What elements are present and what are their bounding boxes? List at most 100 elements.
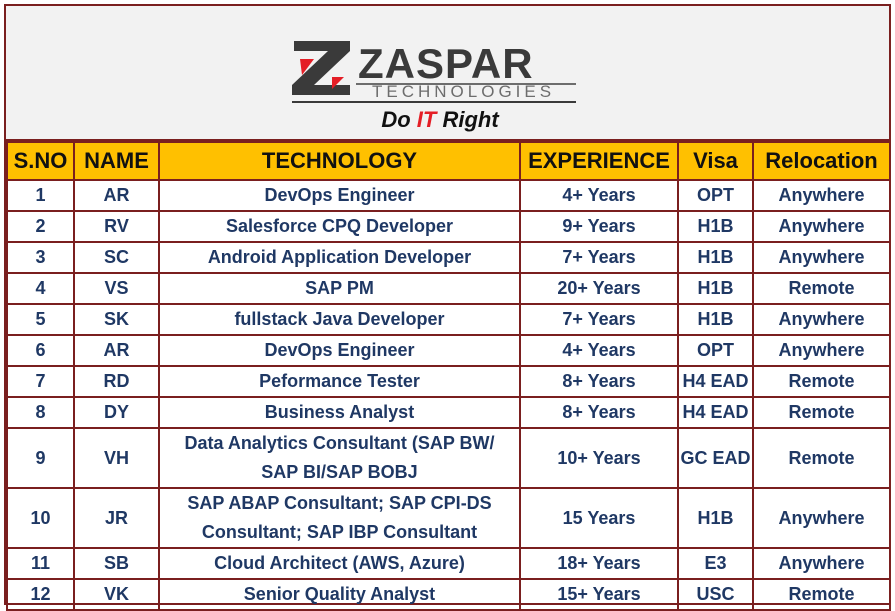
table-row: 10 JR SAP ABAP Consultant; SAP CPI-DS Consu… (6, 487, 891, 549)
technology-line: fullstack Java Developer (234, 309, 445, 329)
cell-relocation: Remote (752, 427, 891, 489)
brand-subtitle: TECHNOLOGIES (372, 82, 555, 101)
cell-visa: OPT (677, 179, 754, 212)
cell-technology: Business Analyst (158, 396, 521, 429)
cell-name: AR (73, 179, 160, 212)
table-row: 6 AR DevOps Engineer 4+ Years OPT Anywhere (6, 334, 891, 367)
cell-experience: 10+ Years (519, 427, 679, 489)
cell-technology: DevOps Engineer (158, 334, 521, 367)
cell-sno: 5 (6, 303, 75, 336)
technology-line: Senior Quality Analyst (243, 584, 436, 604)
cell-technology: Data Analytics Consultant (SAP BW/SAP BI… (158, 427, 521, 489)
cell-sno: 12 (6, 578, 75, 611)
table-row: 11 SB Cloud Architect (AWS, Azure) 18+ Year… (6, 547, 891, 580)
cell-visa: OPT (677, 334, 754, 367)
cell-technology: DevOps Engineer (158, 179, 521, 212)
table-row: 1 AR DevOps Engineer 4+ Years OPT Anywhere (6, 179, 891, 212)
logo-band: ZASPAR TECHNOLOGIES Do IT Right (6, 6, 889, 141)
header-sno: S.NO (6, 141, 75, 181)
table-row: 12 VK Senior Quality Analyst 15+ Years USC Re… (6, 578, 891, 611)
cell-relocation: Anywhere (752, 179, 891, 212)
cell-sno: 3 (6, 241, 75, 274)
cell-experience: 8+ Years (519, 365, 679, 398)
cell-sno: 1 (6, 179, 75, 212)
cell-sno: 8 (6, 396, 75, 429)
cell-visa: H1B (677, 241, 754, 274)
cell-sno: 6 (6, 334, 75, 367)
header-experience: EXPERIENCE (519, 141, 679, 181)
technology-line: SAP BI/SAP BOBJ (261, 462, 418, 482)
technology-line: SAP PM (305, 278, 374, 298)
tagline: Do IT Right (381, 107, 500, 132)
technology-line: Business Analyst (264, 402, 415, 422)
cell-relocation: Anywhere (752, 241, 891, 274)
cell-name: SK (73, 303, 160, 336)
cell-relocation: Anywhere (752, 547, 891, 580)
cell-visa: E3 (677, 547, 754, 580)
cell-technology: Peformance Tester (158, 365, 521, 398)
header-visa: Visa (677, 141, 754, 181)
cell-relocation: Anywhere (752, 303, 891, 336)
cell-experience: 15+ Years (519, 578, 679, 611)
cell-technology: Salesforce CPQ Developer (158, 210, 521, 243)
cell-name: VH (73, 427, 160, 489)
cell-sno: 4 (6, 272, 75, 305)
cell-relocation: Anywhere (752, 487, 891, 549)
cell-sno: 10 (6, 487, 75, 549)
cell-visa: H1B (677, 303, 754, 336)
technology-line: Data Analytics Consultant (SAP BW/ (184, 433, 495, 453)
table-row: 7 RD Peformance Tester 8+ Years H4 EAD Remote (6, 365, 891, 398)
cell-name: VK (73, 578, 160, 611)
cell-name: RD (73, 365, 160, 398)
cell-visa: H1B (677, 210, 754, 243)
cell-relocation: Remote (752, 272, 891, 305)
technology-line: Android Application Developer (207, 247, 472, 267)
cell-experience: 8+ Years (519, 396, 679, 429)
candidates-table: S.NO NAME TECHNOLOGY EXPERIENCE Visa Rel… (6, 141, 891, 611)
cell-technology: Cloud Architect (AWS, Azure) (158, 547, 521, 580)
cell-name: SC (73, 241, 160, 274)
cell-name: AR (73, 334, 160, 367)
cell-sno: 2 (6, 210, 75, 243)
cell-visa: H1B (677, 487, 754, 549)
technology-line: Cloud Architect (AWS, Azure) (214, 553, 465, 573)
table-row: 2 RV Salesforce CPQ Developer 9+ Years H1B An… (6, 210, 891, 243)
cell-relocation: Remote (752, 365, 891, 398)
table-header-row: S.NO NAME TECHNOLOGY EXPERIENCE Visa Rel… (6, 141, 891, 181)
cell-experience: 9+ Years (519, 210, 679, 243)
cell-experience: 7+ Years (519, 303, 679, 336)
table-row: 8 DY Business Analyst 8+ Years H4 EAD Remote (6, 396, 891, 429)
cell-relocation: Remote (752, 396, 891, 429)
cell-experience: 18+ Years (519, 547, 679, 580)
table-row: 3 SC Android Application Developer 7+ Years… (6, 241, 891, 274)
cell-technology: SAP PM (158, 272, 521, 305)
cell-name: DY (73, 396, 160, 429)
cell-experience: 4+ Years (519, 179, 679, 212)
technology-line: SAP ABAP Consultant; SAP CPI-DS (187, 493, 492, 513)
cell-technology: SAP ABAP Consultant; SAP CPI-DS Consultan… (158, 487, 521, 549)
technology-line: DevOps Engineer (264, 340, 415, 360)
table-row: 4 VS SAP PM 20+ Years H1B Remote (6, 272, 891, 305)
brand-wordmark: ZASPAR (358, 40, 534, 87)
cell-sno: 11 (6, 547, 75, 580)
cell-name: RV (73, 210, 160, 243)
z-mark-icon (292, 41, 350, 95)
cell-relocation: Anywhere (752, 334, 891, 367)
cell-name: SB (73, 547, 160, 580)
cell-technology: Senior Quality Analyst (158, 578, 521, 611)
cell-visa: USC (677, 578, 754, 611)
cell-name: JR (73, 487, 160, 549)
table-row: 5 SK fullstack Java Developer 7+ Years H1B An… (6, 303, 891, 336)
cell-sno: 7 (6, 365, 75, 398)
cell-technology: Android Application Developer (158, 241, 521, 274)
cell-experience: 20+ Years (519, 272, 679, 305)
cell-experience: 7+ Years (519, 241, 679, 274)
cell-visa: H1B (677, 272, 754, 305)
header-relocation: Relocation (752, 141, 891, 181)
zaspar-logo: ZASPAR TECHNOLOGIES Do IT Right (292, 40, 576, 132)
technology-line: Salesforce CPQ Developer (225, 216, 454, 236)
technology-line: DevOps Engineer (264, 185, 415, 205)
cell-visa: H4 EAD (677, 396, 754, 429)
technology-line: Consultant; SAP IBP Consultant (201, 522, 478, 542)
cell-experience: 4+ Years (519, 334, 679, 367)
